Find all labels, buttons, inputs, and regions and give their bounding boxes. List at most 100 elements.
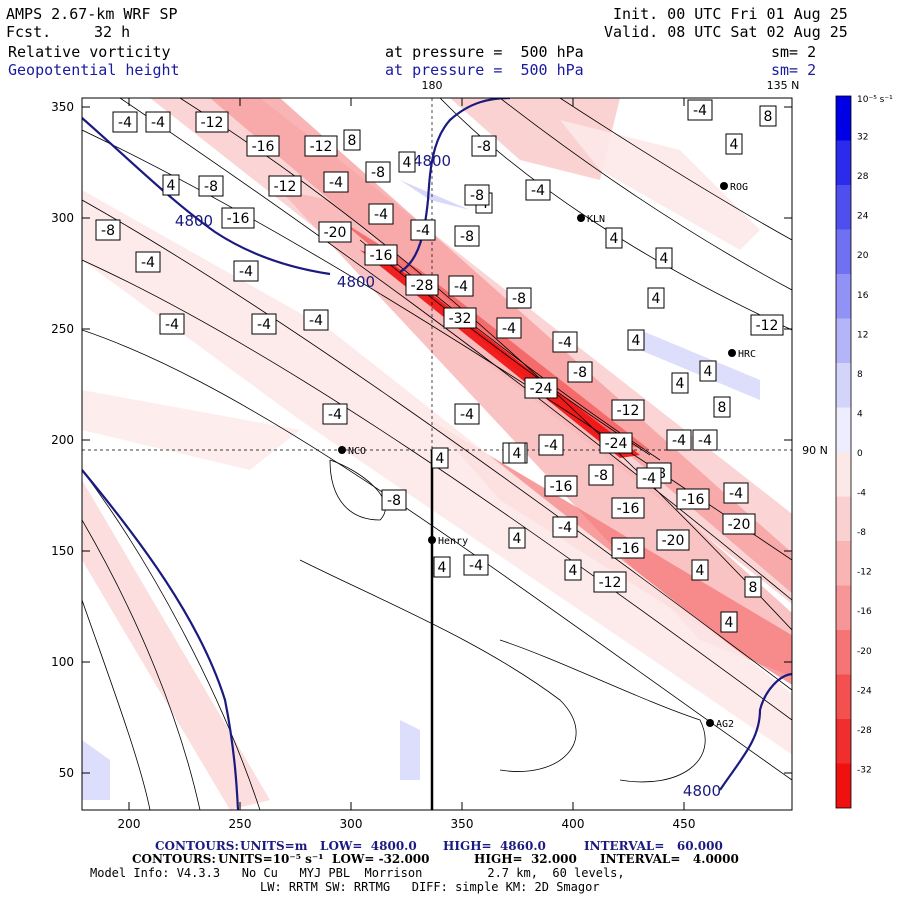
svg-text:-16: -16 (227, 211, 250, 227)
x-axis-labels: 200 250 300 350 400 450 (118, 817, 696, 831)
svg-text:-16: -16 (370, 248, 393, 264)
height-contours (82, 98, 792, 810)
svg-text:-4: -4 (544, 438, 558, 454)
y-tick-label: 100 (51, 655, 74, 669)
svg-text:-4: -4 (374, 207, 388, 223)
y-tick-label: 150 (51, 544, 74, 558)
svg-text:-4: -4 (151, 115, 165, 131)
svg-text:-4: -4 (729, 486, 743, 502)
model-title: AMPS 2.67-km WRF SP (6, 5, 178, 23)
vorticity-contour-label: -8 (454, 225, 480, 247)
vorticity-contour-label: 4 (647, 287, 665, 309)
svg-text:-4: -4 (460, 407, 474, 423)
x-tick-label: 250 (229, 817, 252, 831)
colorbar-swatch (836, 274, 851, 319)
svg-text:4: 4 (167, 178, 176, 194)
svg-text:-24: -24 (530, 381, 553, 397)
field2-level: at pressure = 500 hPa (385, 61, 584, 79)
svg-text:-12: -12 (201, 115, 224, 131)
svg-text:-8: -8 (573, 365, 587, 381)
vorticity-contour-label: -16 (221, 207, 255, 229)
svg-text:-20: -20 (324, 225, 347, 241)
station-label: ROG (730, 182, 748, 193)
vorticity-contour-label: -4 (636, 467, 662, 489)
svg-text:4: 4 (610, 231, 619, 247)
vorticity-contour-label: 4 (605, 227, 623, 249)
valid-time: Valid. 08 UTC Sat 02 Aug 25 (604, 23, 848, 41)
x-tick-label: 300 (340, 817, 363, 831)
init-time: Init. 00 UTC Fri 01 Aug 25 (613, 5, 848, 23)
colorbar-label: -28 (857, 726, 872, 736)
svg-text:-4: -4 (502, 321, 516, 337)
svg-text:-4: -4 (118, 115, 132, 131)
vorticity-contour-label: 4 (671, 372, 689, 394)
svg-text:-12: -12 (310, 139, 333, 155)
colorbar-swatch (836, 229, 851, 274)
svg-text:-16: -16 (682, 492, 705, 508)
height-contour-label: 4800 (337, 273, 375, 291)
vorticity-contour-label: -4 (145, 111, 171, 133)
colorbar-swatch (836, 140, 851, 185)
colorbar-label: 4 (857, 409, 863, 419)
vorticity-labels: -4 -4 -12 -16 -12 -8 8 4 -8 -16 -12 -4 4 -8 -4 -4 -20 -16… (95, 99, 784, 633)
svg-text:-28: -28 (411, 278, 434, 294)
vorticity-contour-label: -4 (251, 313, 277, 335)
vorticity-contour-label: 4 (162, 174, 180, 196)
svg-text:-8: -8 (371, 165, 385, 181)
x-tick-label: 200 (118, 817, 141, 831)
y-tick-label: 300 (51, 211, 74, 225)
svg-text:-8: -8 (387, 493, 401, 509)
vorticity-contour-label: 4 (433, 556, 451, 578)
height-contour-label: 4800 (413, 152, 451, 170)
vorticity-contour-label: -4 (692, 429, 718, 451)
footer-line2-interval: INTERVAL= 4.0000 (600, 852, 739, 866)
vorticity-contour-label: -4 (410, 219, 436, 241)
svg-text:-12: -12 (617, 403, 640, 419)
svg-text:-4: -4 (416, 223, 430, 239)
colorbar-swatch (836, 585, 851, 630)
colorbar-swatch (836, 541, 851, 586)
svg-text:-20: -20 (728, 517, 751, 533)
svg-text:-16: -16 (617, 501, 640, 517)
svg-text:4: 4 (725, 615, 734, 631)
vorticity-contour-label: -28 (405, 274, 439, 296)
colorbar-swatch (836, 185, 851, 230)
svg-text:4: 4 (696, 563, 705, 579)
svg-text:-8: -8 (594, 468, 608, 484)
meridian-135n-label: 135 N (767, 79, 800, 92)
colorbar-label: 0 (857, 449, 863, 459)
vorticity-contour-label: 4 (691, 559, 709, 581)
footer-line2-units: UNITS=10⁻⁵ s⁻¹ (218, 852, 324, 866)
vorticity-contour-label: -8 (588, 464, 614, 486)
footer-line1-units: UNITS=m (240, 839, 308, 853)
meridian-90n-label: 90 N (802, 444, 828, 457)
svg-text:-12: -12 (599, 575, 622, 591)
colorbar-unit: 10⁻⁵ s⁻¹ (857, 95, 893, 105)
y-tick-label: 250 (51, 322, 74, 336)
svg-text:4: 4 (569, 563, 578, 579)
svg-text:-16: -16 (252, 139, 275, 155)
height-contour-label: 4800 (683, 782, 721, 800)
svg-text:-16: -16 (550, 479, 573, 495)
y-tick-label: 350 (51, 100, 74, 114)
svg-text:-12: -12 (274, 179, 297, 195)
vorticity-contour-label: -4 (538, 434, 564, 456)
svg-text:4: 4 (438, 560, 447, 576)
y-tick-label: 200 (51, 433, 74, 447)
vorticity-contour-label: -4 (723, 482, 749, 504)
footer-model-info: Model Info: V4.3.3 No Cu MYJ PBL Morriso… (90, 866, 625, 880)
vorticity-contour-label: 8 (713, 396, 731, 418)
svg-text:-16: -16 (617, 541, 640, 557)
svg-text:4: 4 (730, 137, 739, 153)
vorticity-contour-label: -20 (722, 513, 756, 535)
vorticity-contour-label: -4 (112, 111, 138, 133)
svg-text:8: 8 (348, 133, 357, 149)
colorbar-swatch (836, 452, 851, 497)
vorticity-contour-label: -4 (687, 99, 713, 121)
colorbar-swatch (836, 407, 851, 452)
station-marker: ROG (720, 182, 748, 193)
colorbar: 10⁻⁵ s⁻¹ 32 28 24 20 16 12 8 4 0 -4 -8 -12 -16 -20 -24 -… (835, 95, 893, 809)
vorticity-contour-label: -12 (611, 399, 645, 421)
svg-text:-4: -4 (531, 183, 545, 199)
